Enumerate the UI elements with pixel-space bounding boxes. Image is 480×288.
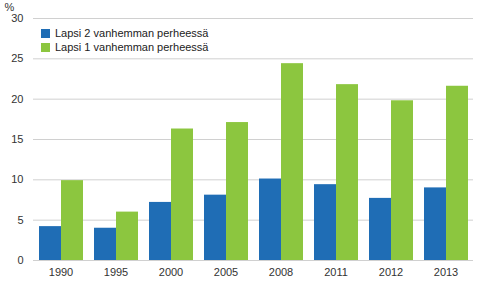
svg-text:1990: 1990	[49, 266, 73, 278]
svg-text:1995: 1995	[104, 266, 128, 278]
svg-text:15: 15	[11, 133, 23, 145]
svg-text:30: 30	[11, 12, 23, 24]
svg-text:2013: 2013	[434, 266, 458, 278]
svg-text:2008: 2008	[269, 266, 293, 278]
svg-text:5: 5	[17, 214, 23, 226]
svg-text:2011: 2011	[324, 266, 348, 278]
svg-text:%: %	[5, 1, 15, 13]
svg-text:2012: 2012	[379, 266, 403, 278]
svg-text:2005: 2005	[214, 266, 238, 278]
svg-text:2000: 2000	[159, 266, 183, 278]
html-text:Lapsi 2 vanhemman perheessä: Lapsi 2 vanhemman perheessä	[55, 27, 209, 39]
svg-text:0: 0	[17, 254, 23, 266]
svg-text:25: 25	[11, 52, 23, 64]
svg-text:20: 20	[11, 93, 23, 105]
html-text:Lapsi 1 vanhemman perheessä: Lapsi 1 vanhemman perheessä	[55, 41, 209, 53]
svg-text:10: 10	[11, 173, 23, 185]
